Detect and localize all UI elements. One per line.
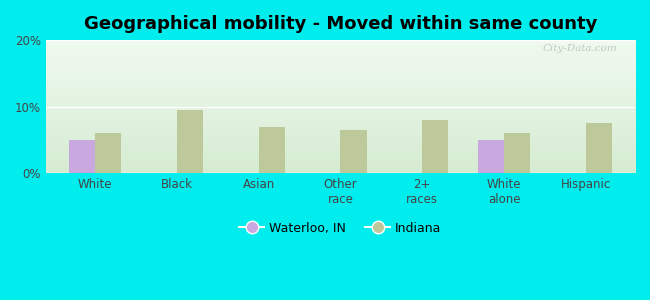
Bar xyxy=(341,130,367,173)
Bar xyxy=(69,140,95,173)
Title: Geographical mobility - Moved within same county: Geographical mobility - Moved within sam… xyxy=(84,15,597,33)
Bar xyxy=(478,140,504,173)
Bar xyxy=(586,123,612,173)
Bar xyxy=(177,110,203,173)
Bar xyxy=(504,133,530,173)
Bar xyxy=(95,133,121,173)
Bar xyxy=(259,127,285,173)
Legend: Waterloo, IN, Indiana: Waterloo, IN, Indiana xyxy=(235,217,447,239)
Bar xyxy=(422,120,448,173)
Text: City-Data.com: City-Data.com xyxy=(543,44,618,53)
